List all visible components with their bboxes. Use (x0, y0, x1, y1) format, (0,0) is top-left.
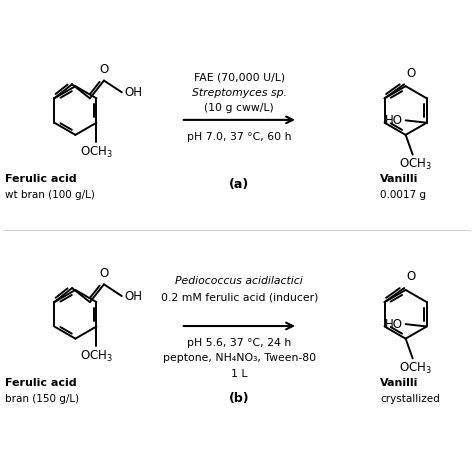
Text: pH 5.6, 37 °C, 24 h: pH 5.6, 37 °C, 24 h (187, 337, 292, 348)
Text: O: O (407, 270, 416, 283)
Text: wt bran (100 g/L): wt bran (100 g/L) (5, 190, 95, 200)
Text: HO: HO (385, 318, 403, 331)
Text: O: O (100, 267, 109, 280)
Text: O: O (100, 63, 109, 76)
Text: 0.2 mM ferulic acid (inducer): 0.2 mM ferulic acid (inducer) (161, 292, 318, 302)
Text: Ferulic acid: Ferulic acid (5, 377, 77, 388)
Text: Vanilli: Vanilli (380, 174, 418, 184)
Text: (b): (b) (229, 392, 250, 405)
Text: OCH$_3$: OCH$_3$ (399, 361, 431, 376)
Text: OCH$_3$: OCH$_3$ (80, 349, 113, 364)
Text: pH 7.0, 37 °C, 60 h: pH 7.0, 37 °C, 60 h (187, 132, 292, 142)
Text: 0.0017 g: 0.0017 g (380, 190, 426, 200)
Text: O: O (407, 67, 416, 80)
Text: Pediococcus acidilactici: Pediococcus acidilactici (175, 276, 303, 286)
Text: FAE (70,000 U/L): FAE (70,000 U/L) (194, 73, 285, 82)
Text: OH: OH (124, 290, 142, 302)
Text: OCH$_3$: OCH$_3$ (399, 157, 431, 173)
Text: Streptomyces sp.: Streptomyces sp. (192, 88, 287, 98)
Text: OH: OH (124, 86, 142, 99)
Text: bran (150 g/L): bran (150 g/L) (5, 394, 79, 404)
Text: Ferulic acid: Ferulic acid (5, 174, 77, 184)
Text: peptone, NH₄NO₃, Tween-80: peptone, NH₄NO₃, Tween-80 (163, 353, 316, 363)
Text: Vanilli: Vanilli (380, 377, 418, 388)
Text: (10 g cww/L): (10 g cww/L) (204, 103, 274, 113)
Text: (a): (a) (229, 178, 249, 191)
Text: HO: HO (385, 114, 403, 127)
Text: OCH$_3$: OCH$_3$ (80, 145, 113, 160)
Text: crystallized: crystallized (380, 394, 439, 404)
Text: 1 L: 1 L (231, 369, 247, 379)
